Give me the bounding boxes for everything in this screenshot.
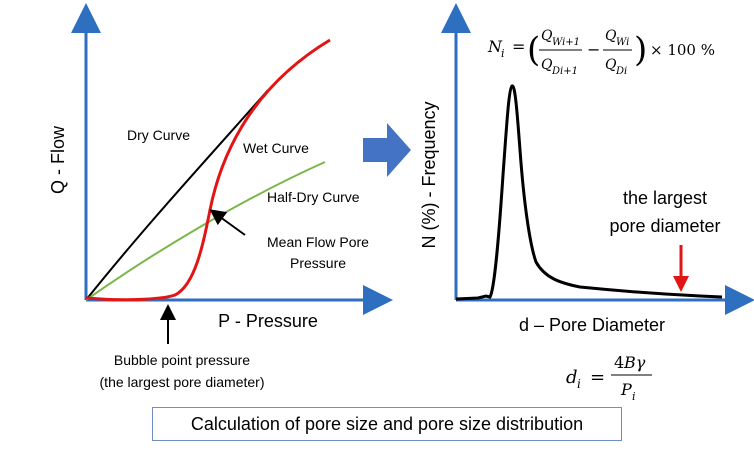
formula-n: N i = ( Q Wi+1 Q Di+1 − Q Wi Q Di ) × 10… bbox=[487, 28, 715, 77]
left-x-axis-label: P - Pressure bbox=[218, 311, 318, 331]
caption-text: Calculation of pore size and pore size d… bbox=[190, 413, 584, 434]
svg-text:−: − bbox=[587, 40, 600, 59]
svg-text:Wi: Wi bbox=[616, 37, 629, 48]
mean-flow-arrow-icon bbox=[209, 209, 246, 236]
largest-pore-label-line1: the largest bbox=[623, 188, 707, 208]
right-x-axis-label: d – Pore Diameter bbox=[519, 315, 665, 335]
svg-text:i: i bbox=[501, 47, 505, 60]
largest-pore-label-line2: pore diameter bbox=[609, 216, 720, 236]
svg-text:=: = bbox=[512, 37, 525, 56]
distribution-curve bbox=[455, 84, 723, 301]
mean-flow-label-line1: Mean Flow Pore bbox=[267, 234, 369, 250]
bubble-point-label-line2: (the largest pore diameter) bbox=[100, 374, 265, 390]
svg-text:Di+1: Di+1 bbox=[551, 66, 578, 77]
svg-text:Q: Q bbox=[541, 28, 553, 44]
formula-d: d i = 4 Bγ P i bbox=[566, 353, 652, 403]
left-chart: Q - Flow P - Pressure Dry Curve Wet Curv… bbox=[48, 3, 393, 390]
svg-text:P: P bbox=[620, 380, 632, 399]
svg-text:(: ( bbox=[527, 30, 540, 70]
dry-curve-label: Dry Curve bbox=[127, 127, 190, 143]
wet-curve-label: Wet Curve bbox=[243, 140, 309, 156]
svg-text:Q: Q bbox=[541, 57, 553, 73]
bubble-point-label-line1: Bubble point pressure bbox=[114, 352, 250, 368]
half-dry-curve-label: Half-Dry Curve bbox=[267, 189, 360, 205]
svg-text:× 100 %: × 100 % bbox=[650, 41, 715, 59]
wet-curve bbox=[85, 38, 331, 302]
right-chart: N (%) - Frequency d – Pore Diameter the … bbox=[419, 3, 754, 403]
mean-flow-label-line2: Pressure bbox=[290, 255, 346, 271]
svg-text:Bγ: Bγ bbox=[623, 353, 646, 372]
svg-text:i: i bbox=[632, 390, 636, 403]
svg-text:4: 4 bbox=[614, 353, 624, 372]
process-arrow-icon bbox=[363, 123, 411, 177]
svg-text:Di: Di bbox=[615, 66, 627, 77]
half-dry-curve bbox=[85, 161, 326, 301]
svg-text:Q: Q bbox=[605, 57, 617, 73]
formula-d-lhs: d bbox=[566, 367, 578, 388]
right-y-axis-label: N (%) - Frequency bbox=[419, 101, 439, 248]
svg-text:Q: Q bbox=[605, 28, 617, 44]
svg-text:Wi+1: Wi+1 bbox=[552, 37, 580, 48]
dry-curve bbox=[85, 89, 269, 301]
caption-box: Calculation of pore size and pore size d… bbox=[152, 407, 622, 441]
left-y-axis-label: Q - Flow bbox=[48, 125, 68, 194]
svg-text:i: i bbox=[577, 377, 581, 391]
svg-text:): ) bbox=[634, 30, 647, 70]
largest-pore-arrow-icon bbox=[673, 245, 689, 292]
formula-n-lhs: N bbox=[487, 37, 503, 56]
svg-text:=: = bbox=[590, 367, 605, 388]
